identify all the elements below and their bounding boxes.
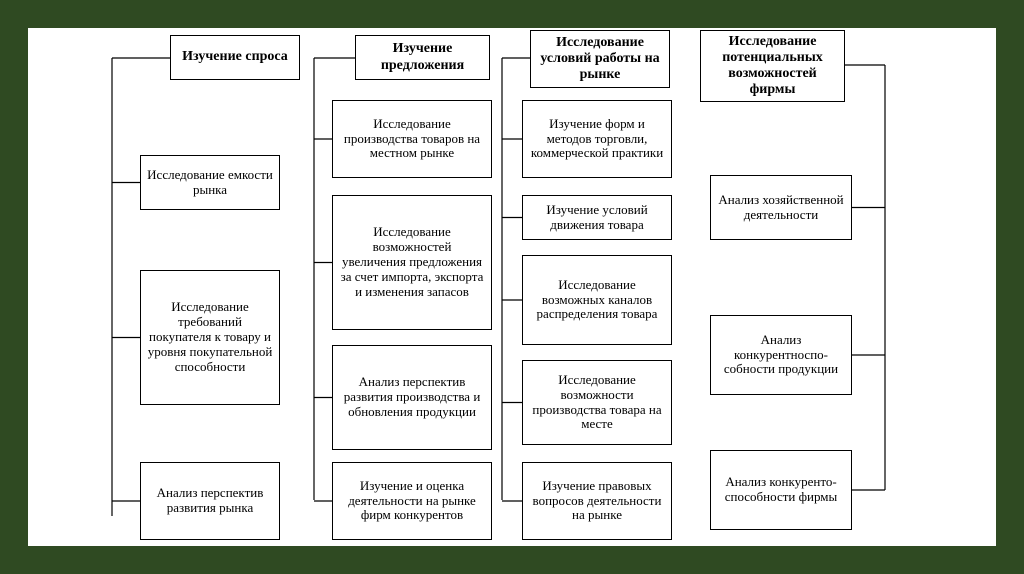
col-conditions-header: Исследование условий работы на рынке [530,30,670,88]
col-demand-item-0-label: Исследование емкости рынка [147,168,273,198]
col-conditions-item-3-label: Исследование возможности производства то… [529,373,665,433]
col-potential-item-2-label: Анализ конкуренто- способности фирмы [717,475,845,505]
col-supply-item-2-label: Анализ перспектив развития производства … [339,375,485,420]
col-potential-header-label: Исследование потенциальных возможностей … [707,34,838,98]
col-demand-header: Изучение спроса [170,35,300,80]
col-demand-item-1-label: Исследование требований покупателя к тов… [147,300,273,375]
col-conditions-item-0-label: Изучение форм и методов торговли, коммер… [529,117,665,162]
col-supply-item-1: Исследование возможностей увеличения пре… [332,195,492,330]
col-conditions-item-1: Изучение условий движения товара [522,195,672,240]
col-supply-item-3-label: Изучение и оценка деятельности на рынке … [339,479,485,524]
col-supply-item-1-label: Исследование возможностей увеличения пре… [339,225,485,300]
col-potential-item-0-label: Анализ хозяйственной деятельности [717,193,845,223]
col-supply-item-0: Исследование производства товаров на мес… [332,100,492,178]
diagram-stage: Изучение спроса Исследование емкости рынк… [0,0,1024,574]
col-demand-item-2-label: Анализ перспектив развития рынка [147,486,273,516]
col-supply-item-2: Анализ перспектив развития производства … [332,345,492,450]
col-supply-header-label: Изучение предложения [362,41,483,73]
col-conditions-item-2-label: Исследование возможных каналов распредел… [529,278,665,323]
col-conditions-item-1-label: Изучение условий движения товара [529,203,665,233]
col-potential-header: Исследование потенциальных возможностей … [700,30,845,102]
col-supply-header: Изучение предложения [355,35,490,80]
col-supply-item-3: Изучение и оценка деятельности на рынке … [332,462,492,540]
col-potential-item-1: Анализ конкурентноспо- собности продукци… [710,315,852,395]
col-demand-item-2: Анализ перспектив развития рынка [140,462,280,540]
col-conditions-header-label: Исследование условий работы на рынке [537,35,663,83]
col-potential-item-1-label: Анализ конкурентноспо- собности продукци… [717,333,845,378]
col-conditions-item-2: Исследование возможных каналов распредел… [522,255,672,345]
col-conditions-item-0: Изучение форм и методов торговли, коммер… [522,100,672,178]
col-conditions-item-4-label: Изучение правовых вопросов деятельности … [529,479,665,524]
col-potential-item-0: Анализ хозяйственной деятельности [710,175,852,240]
col-demand-item-1: Исследование требований покупателя к тов… [140,270,280,405]
col-demand-header-label: Изучение спроса [182,49,288,65]
col-potential-item-2: Анализ конкуренто- способности фирмы [710,450,852,530]
col-conditions-item-3: Исследование возможности производства то… [522,360,672,445]
col-demand-item-0: Исследование емкости рынка [140,155,280,210]
col-supply-item-0-label: Исследование производства товаров на мес… [339,117,485,162]
col-conditions-item-4: Изучение правовых вопросов деятельности … [522,462,672,540]
